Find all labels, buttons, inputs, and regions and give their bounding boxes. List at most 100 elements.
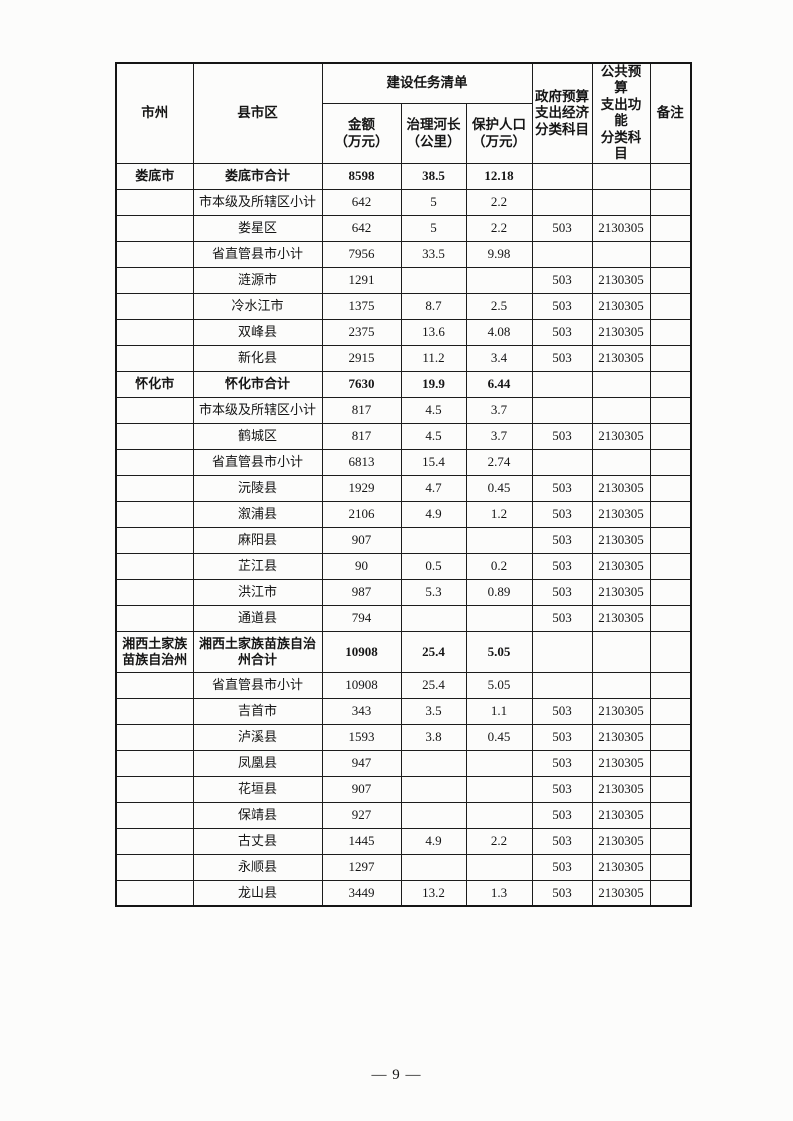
cell-population [465, 604, 533, 632]
cell-population: 2.2 [465, 214, 533, 242]
cell-func-code: 2130305 [591, 578, 651, 606]
cell-region [115, 827, 194, 855]
cell-river-length: 0.5 [400, 552, 467, 580]
table-row: 泸溪县 1593 3.8 0.45 503 2130305 [115, 723, 692, 751]
cell-population: 3.4 [465, 344, 533, 372]
table-row: 市本级及所辖区小计 817 4.5 3.7 [115, 396, 692, 424]
cell-region [115, 214, 194, 242]
cell-amount: 907 [321, 526, 402, 554]
cell-district: 洪江市 [192, 578, 323, 606]
cell-econ-code: 503 [531, 526, 593, 554]
cell-region [115, 344, 194, 372]
cell-func-code [591, 370, 651, 398]
cell-river-length: 13.6 [400, 318, 467, 346]
cell-district: 市本级及所辖区小计 [192, 188, 323, 216]
cell-note [649, 240, 692, 268]
cell-population: 6.44 [465, 370, 533, 398]
cell-region: 怀化市 [115, 370, 194, 398]
cell-population [465, 526, 533, 554]
cell-population: 3.7 [465, 396, 533, 424]
cell-note [649, 500, 692, 528]
cell-river-length: 3.5 [400, 697, 467, 725]
cell-population: 3.7 [465, 422, 533, 450]
cell-func-code: 2130305 [591, 853, 651, 881]
cell-river-length [400, 853, 467, 881]
cell-func-code [591, 188, 651, 216]
cell-note [649, 879, 692, 907]
cell-amount: 947 [321, 749, 402, 777]
cell-population [465, 266, 533, 294]
cell-amount: 2915 [321, 344, 402, 372]
cell-note [649, 344, 692, 372]
cell-population: 1.1 [465, 697, 533, 725]
cell-econ-code: 503 [531, 775, 593, 803]
cell-func-code: 2130305 [591, 552, 651, 580]
cell-region [115, 801, 194, 829]
cell-population: 2.74 [465, 448, 533, 476]
cell-note [649, 396, 692, 424]
cell-func-code: 2130305 [591, 723, 651, 751]
cell-river-length [400, 775, 467, 803]
cell-note [649, 697, 692, 725]
page-number: — 9 — [371, 1067, 422, 1083]
cell-func-code: 2130305 [591, 697, 651, 725]
cell-district: 省直管县市小计 [192, 671, 323, 699]
cell-amount: 907 [321, 775, 402, 803]
cell-region [115, 671, 194, 699]
table-row: 龙山县 3449 13.2 1.3 503 2130305 [115, 879, 692, 907]
cell-note [649, 292, 692, 320]
cell-econ-code [531, 671, 593, 699]
cell-econ-code: 503 [531, 422, 593, 450]
cell-district: 怀化市合计 [192, 370, 323, 398]
cell-econ-code: 503 [531, 801, 593, 829]
cell-econ-code: 503 [531, 318, 593, 346]
cell-note [649, 723, 692, 751]
cell-amount: 1297 [321, 853, 402, 881]
header-row-sub: 金额 （万元） 治理河长 （公里） 保护人口 （万元） [116, 103, 691, 164]
cell-func-code [591, 396, 651, 424]
table-row: 芷江县 90 0.5 0.2 503 2130305 [115, 552, 692, 580]
cell-region [115, 578, 194, 606]
cell-func-code [591, 671, 651, 699]
cell-population: 2.2 [465, 827, 533, 855]
cell-econ-code: 503 [531, 292, 593, 320]
cell-region [115, 500, 194, 528]
cell-river-length: 25.4 [400, 630, 467, 673]
table-row: 新化县 2915 11.2 3.4 503 2130305 [115, 344, 692, 372]
cell-amount: 1291 [321, 266, 402, 294]
table-row: 省直管县市小计 7956 33.5 9.98 [115, 240, 692, 268]
cell-econ-code [531, 240, 593, 268]
cell-note [649, 749, 692, 777]
cell-river-length: 4.9 [400, 827, 467, 855]
cell-econ-code: 503 [531, 578, 593, 606]
cell-district: 泸溪县 [192, 723, 323, 751]
table-body: 娄底市 娄底市合计 8598 38.5 12.18 市本级及所辖区小计 642 5 2.2 娄星区… [115, 162, 692, 907]
cell-population: 9.98 [465, 240, 533, 268]
cell-region [115, 188, 194, 216]
cell-amount: 10908 [321, 630, 402, 673]
cell-amount: 2106 [321, 500, 402, 528]
cell-river-length: 11.2 [400, 344, 467, 372]
cell-amount: 794 [321, 604, 402, 632]
cell-amount: 642 [321, 188, 402, 216]
cell-river-length: 4.5 [400, 422, 467, 450]
cell-district: 花垣县 [192, 775, 323, 803]
cell-district: 双峰县 [192, 318, 323, 346]
cell-population [465, 801, 533, 829]
cell-func-code [591, 162, 651, 190]
table-row: 通道县 794 503 2130305 [115, 604, 692, 632]
cell-econ-code: 503 [531, 723, 593, 751]
cell-econ-code: 503 [531, 879, 593, 907]
cell-district: 通道县 [192, 604, 323, 632]
cell-econ-code [531, 396, 593, 424]
table-row: 冷水江市 1375 8.7 2.5 503 2130305 [115, 292, 692, 320]
cell-amount: 343 [321, 697, 402, 725]
cell-econ-code: 503 [531, 266, 593, 294]
cell-note [649, 266, 692, 294]
cell-amount: 1375 [321, 292, 402, 320]
table-row: 双峰县 2375 13.6 4.08 503 2130305 [115, 318, 692, 346]
cell-econ-code: 503 [531, 474, 593, 502]
cell-district: 娄星区 [192, 214, 323, 242]
table-row: 涟源市 1291 503 2130305 [115, 266, 692, 294]
